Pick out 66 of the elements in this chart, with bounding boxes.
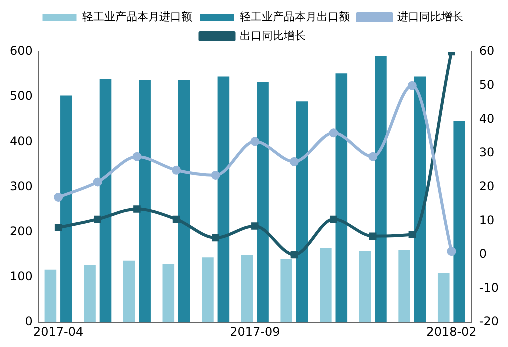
point	[408, 81, 417, 90]
point	[134, 206, 141, 213]
point	[172, 216, 180, 224]
bar	[162, 264, 175, 323]
point	[290, 251, 298, 259]
y2-tick-label: 50	[479, 78, 495, 92]
y2-tick-label: 30	[479, 146, 495, 160]
legend-label: 出口同比增长	[240, 29, 306, 42]
point	[330, 216, 338, 224]
y-tick-label: 300	[10, 179, 33, 194]
bar	[123, 260, 136, 323]
point	[212, 234, 220, 242]
bar	[257, 82, 269, 323]
point	[54, 224, 62, 232]
point	[93, 178, 102, 187]
point	[369, 232, 377, 240]
y2-tick-label: -10	[479, 280, 500, 295]
bar	[218, 76, 230, 323]
legend-label: 进口同比增长	[397, 10, 464, 24]
point	[290, 157, 299, 166]
y2-tick-label: 0	[479, 247, 488, 262]
bar	[60, 96, 72, 323]
bar	[44, 270, 57, 323]
bar	[178, 80, 190, 323]
bar	[202, 258, 214, 323]
y2-tick-label: 20	[479, 179, 495, 194]
y2-tick-label: 40	[479, 112, 495, 126]
point	[329, 128, 338, 138]
point	[54, 192, 64, 202]
bar	[336, 74, 348, 323]
point	[447, 247, 456, 256]
y-tick-label: 400	[10, 134, 33, 148]
y-tick-label: 100	[10, 270, 33, 284]
bar	[241, 254, 254, 323]
bar	[398, 250, 410, 323]
bar	[139, 80, 151, 323]
point	[252, 222, 259, 230]
x-tick-label: 2017-04	[33, 324, 84, 339]
bar	[454, 121, 466, 323]
point	[211, 170, 220, 180]
y-tick-label: 600	[10, 44, 33, 58]
x-tick-label: 2018-02	[426, 324, 477, 339]
y-tick-label: 500	[10, 89, 33, 104]
point	[94, 216, 102, 224]
bar	[320, 248, 332, 323]
x-tick-label: 2017-09	[230, 324, 280, 339]
y2-tick-label: 60	[479, 44, 495, 58]
bar	[296, 102, 308, 323]
legend-label: 轻工业产品本月出口额	[240, 10, 350, 24]
point	[368, 152, 378, 162]
bar	[375, 56, 387, 323]
bar	[414, 76, 426, 323]
legend-label: 轻工业产品本月进口额	[82, 10, 192, 24]
y2-tick-label: 10	[479, 213, 495, 228]
bar	[100, 79, 112, 323]
bar	[438, 272, 450, 323]
point	[132, 152, 142, 162]
bar	[84, 265, 96, 323]
point	[172, 166, 182, 175]
y-tick-label: 200	[10, 224, 33, 239]
bar	[359, 251, 372, 323]
point	[250, 137, 260, 146]
y-tick-label: 0	[25, 314, 33, 329]
bar	[280, 259, 293, 323]
y2-tick-label: -20	[479, 314, 500, 329]
point	[408, 231, 416, 238]
